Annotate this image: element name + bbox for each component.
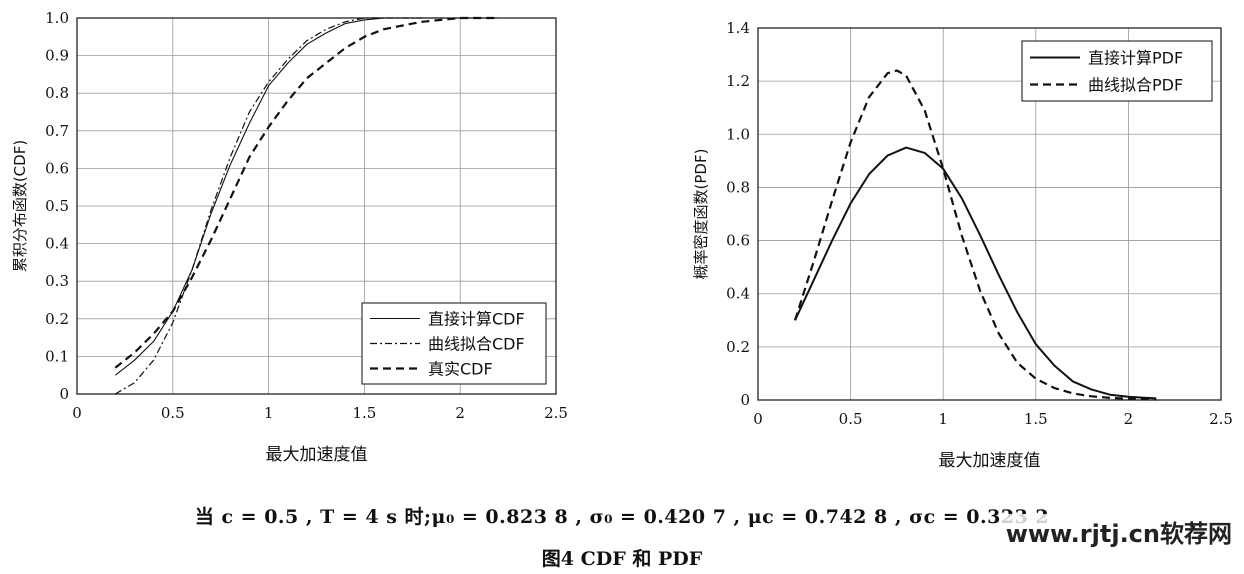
y-tick-label: 1.0 (726, 125, 750, 143)
y-tick-label: 0.6 (45, 159, 69, 177)
legend-label: 真实CDF (428, 360, 493, 379)
y-axis-label: 累积分布函数(CDF) (11, 140, 29, 272)
x-axis-label: 最大加速度值 (266, 445, 368, 465)
y-tick-label: 0.7 (45, 122, 69, 140)
y-tick-label: 0.6 (726, 232, 750, 250)
y-tick-label: 1.4 (726, 19, 750, 37)
x-tick-label: 1 (264, 404, 274, 422)
figure-canvas: 0 0.5 1 1.5 2 2.5 0 0.1 0.2 0.3 0.4 0.5 0.6 0.7 0.8 0.9… (11, 9, 1233, 471)
x-tick-label: 0 (72, 404, 82, 422)
y-tick-label: 0.9 (45, 47, 69, 65)
y-tick-label: 0 (59, 385, 69, 403)
y-tick-label: 0.8 (45, 84, 69, 102)
condition-text: 当 c = 0.5 , T = 4 s 时;μ₀ = 0.823 8 , σ₀ … (194, 506, 1050, 528)
legend-label: 直接计算PDF (1088, 49, 1183, 68)
cdf-chart: 0 0.5 1 1.5 2 2.5 0 0.1 0.2 0.3 0.4 0.5 0.6 0.7 0.8 0.9… (11, 9, 568, 465)
y-tick-label: 0.1 (45, 347, 69, 365)
figure-caption: 图4 CDF 和 PDF (541, 548, 703, 570)
y-tick-label: 0.4 (45, 235, 69, 253)
y-tick-label: 0.2 (726, 338, 750, 356)
plot-frame (76, 17, 557, 395)
x-tick-label: 1.5 (352, 404, 376, 422)
watermark-text: www.rjtj.cn软荐网 (1001, 514, 1236, 549)
x-tick-label: 2 (1124, 410, 1134, 428)
series-line (793, 69, 1157, 401)
y-tick-label: 1.0 (45, 9, 69, 27)
legend-label: 曲线拟合CDF (428, 335, 525, 354)
x-tick-label: 1 (938, 410, 948, 428)
series-line (114, 17, 499, 376)
x-axis-label: 最大加速度值 (939, 451, 1041, 471)
plot-frame (757, 27, 1222, 401)
x-tick-label: 2.5 (1209, 410, 1233, 428)
legend-box (1021, 40, 1213, 102)
y-axis-label: 概率密度函数(PDF) (692, 149, 710, 280)
series-line (794, 146, 1157, 400)
series-line (114, 16, 499, 369)
x-tick-label: 0.5 (161, 404, 185, 422)
x-tick-label: 2.5 (544, 404, 568, 422)
y-tick-label: 0.8 (726, 178, 750, 196)
y-tick-label: 0.3 (45, 272, 69, 290)
y-tick-label: 0.4 (726, 285, 750, 303)
legend-box (361, 302, 547, 385)
y-tick-label: 0.5 (45, 197, 69, 215)
y-tick-label: 1.2 (726, 72, 750, 90)
y-tick-label: 0.2 (45, 310, 69, 328)
legend-label: 直接计算CDF (428, 310, 525, 329)
y-tick-label: 0 (740, 391, 750, 409)
x-tick-label: 0 (753, 410, 763, 428)
pdf-chart: 0 0.5 1 1.5 2 2.5 0 0.2 0.4 0.6 0.8 1.0 1.2 1.4 最大加速度值… (692, 19, 1233, 471)
x-tick-label: 2 (455, 404, 465, 422)
x-tick-label: 1.5 (1024, 410, 1048, 428)
series-line (114, 17, 422, 395)
x-tick-label: 0.5 (839, 410, 863, 428)
legend-label: 曲线拟合PDF (1088, 76, 1183, 95)
